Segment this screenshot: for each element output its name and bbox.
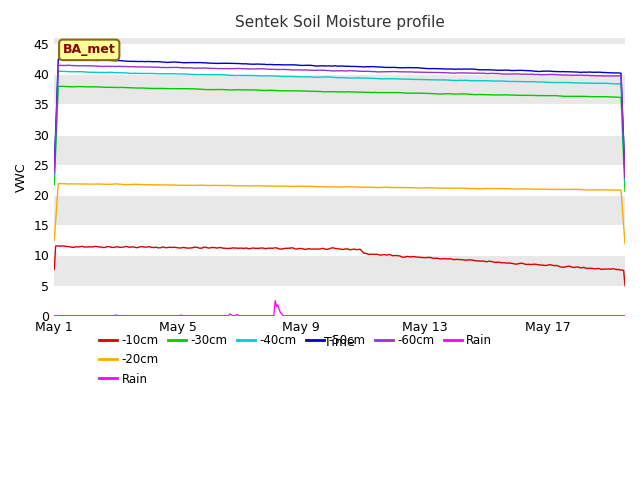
-30cm [158, 85, 166, 91]
-60cm [51, 169, 58, 175]
Bar [54, 165, 625, 195]
-10cm [51, 266, 58, 272]
-30cm [621, 188, 629, 194]
-60cm [158, 65, 166, 71]
Rain [72, 313, 79, 319]
Bar [54, 286, 625, 316]
-50cm [621, 174, 629, 180]
Rain [271, 298, 279, 303]
-40cm [238, 72, 246, 78]
Bar [54, 44, 625, 74]
-50cm [158, 59, 166, 65]
-10cm [73, 244, 81, 250]
-50cm [146, 59, 154, 64]
-50cm [198, 60, 206, 66]
Bar [54, 135, 625, 165]
-50cm [238, 61, 246, 67]
-30cm [57, 84, 65, 89]
Rain [157, 313, 164, 319]
-60cm [146, 64, 154, 70]
Rain [621, 313, 629, 319]
Y-axis label: VWC: VWC [15, 162, 28, 192]
-40cm [51, 173, 58, 179]
-60cm [65, 62, 73, 68]
-40cm [503, 78, 511, 84]
Bar [54, 74, 625, 105]
Bar [54, 105, 625, 135]
Rain [196, 313, 204, 319]
-20cm [238, 183, 246, 189]
-20cm [198, 182, 206, 188]
-40cm [621, 180, 629, 186]
-20cm [158, 182, 166, 188]
-20cm [54, 180, 62, 186]
Rain [51, 313, 58, 319]
Bar [54, 255, 625, 286]
-10cm [158, 244, 166, 250]
X-axis label: Time: Time [324, 336, 355, 349]
-60cm [198, 65, 206, 71]
Title: Sentek Soil Moisture profile: Sentek Soil Moisture profile [235, 15, 445, 30]
Bar [54, 195, 625, 225]
-20cm [146, 182, 154, 188]
-40cm [146, 71, 154, 76]
-30cm [198, 86, 206, 92]
Legend: Rain: Rain [95, 368, 152, 390]
-10cm [621, 283, 629, 288]
-40cm [198, 72, 206, 77]
-40cm [54, 68, 62, 74]
-20cm [51, 238, 58, 243]
Line: -20cm: -20cm [54, 183, 625, 244]
-50cm [503, 67, 511, 73]
-20cm [503, 186, 511, 192]
-10cm [238, 245, 246, 251]
Text: BA_met: BA_met [63, 43, 116, 56]
Line: -60cm: -60cm [54, 65, 625, 179]
Line: -50cm: -50cm [54, 59, 625, 177]
-60cm [621, 176, 629, 181]
Line: -40cm: -40cm [54, 71, 625, 183]
Rain [503, 313, 511, 319]
Line: -30cm: -30cm [54, 86, 625, 191]
Line: -10cm: -10cm [54, 246, 625, 286]
-10cm [198, 245, 206, 251]
-30cm [51, 182, 58, 188]
-60cm [503, 71, 511, 77]
-30cm [238, 87, 246, 93]
Rain [237, 313, 244, 319]
-20cm [621, 241, 629, 247]
-10cm [53, 243, 61, 249]
-50cm [58, 56, 66, 62]
-20cm [73, 181, 81, 187]
-10cm [503, 260, 511, 266]
-40cm [73, 69, 81, 74]
-60cm [73, 63, 81, 69]
Bar [54, 225, 625, 255]
-10cm [146, 244, 154, 250]
-50cm [73, 57, 81, 63]
-60cm [238, 66, 246, 72]
-40cm [158, 71, 166, 77]
-30cm [73, 84, 81, 89]
-50cm [51, 166, 58, 172]
Rain [145, 313, 152, 319]
Line: Rain: Rain [54, 300, 625, 316]
-30cm [146, 85, 154, 91]
-30cm [503, 92, 511, 98]
